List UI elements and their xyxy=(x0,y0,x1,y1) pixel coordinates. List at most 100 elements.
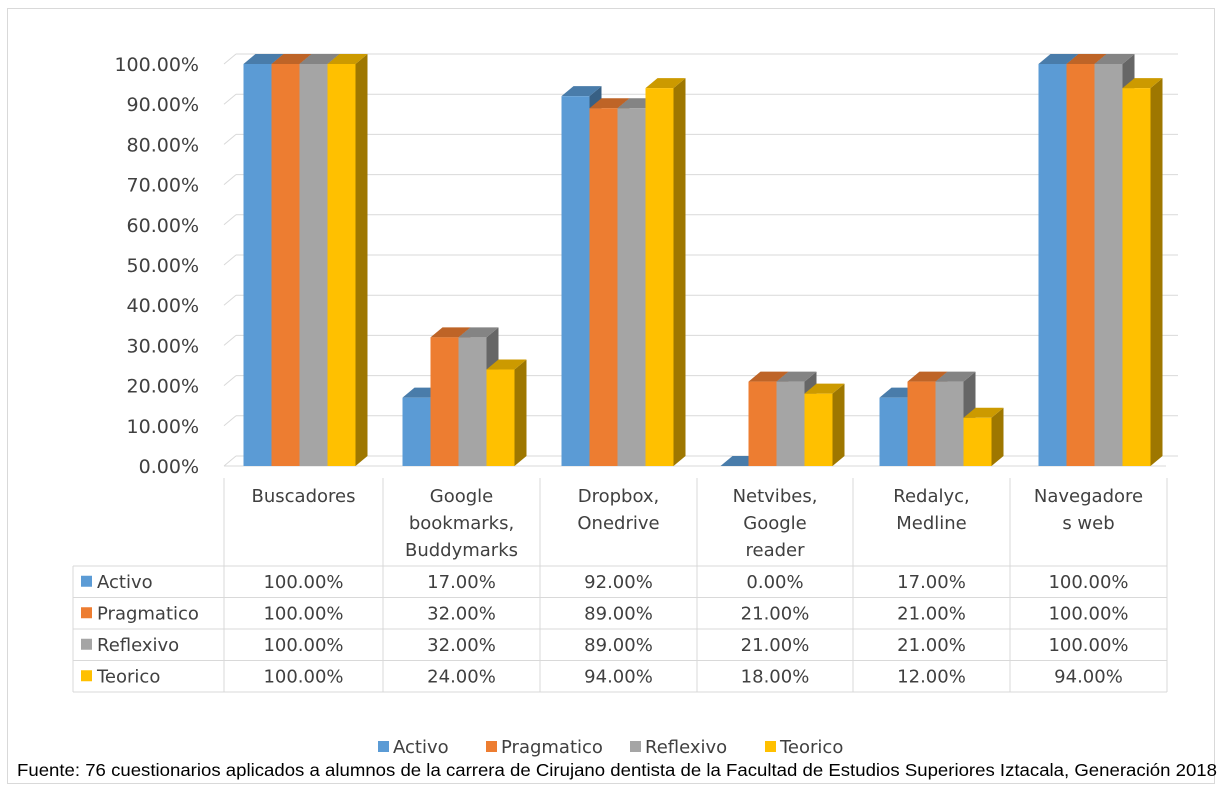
gridline-side xyxy=(223,455,237,467)
bar-top xyxy=(1094,54,1135,64)
bars xyxy=(243,54,1163,467)
category-label: Buscadores xyxy=(252,486,356,507)
bar-top xyxy=(486,359,527,370)
bar-front xyxy=(1066,64,1095,466)
bar-top xyxy=(907,371,948,382)
bar-top xyxy=(748,371,789,382)
chart-frame xyxy=(7,8,1215,784)
bar-top xyxy=(327,54,368,64)
gridline-side xyxy=(223,174,237,185)
bar-front xyxy=(1094,64,1123,466)
data-label: 89.00% xyxy=(584,635,653,656)
bar-side xyxy=(514,359,527,466)
legend-label: Reflexivo xyxy=(645,737,727,758)
bar-top xyxy=(271,54,312,64)
data-label: 92.00% xyxy=(584,572,653,593)
bar-front xyxy=(963,417,992,466)
gridline-side xyxy=(223,53,237,65)
gridline-side xyxy=(223,214,237,226)
row-key-swatch xyxy=(81,670,92,682)
bar-front xyxy=(907,381,936,466)
bar-top xyxy=(804,383,845,394)
data-label: 100.00% xyxy=(1048,603,1128,624)
y-tick-label: 50.00% xyxy=(127,255,199,277)
gridline-side xyxy=(223,415,237,427)
bar-front xyxy=(1038,64,1067,466)
data-label: 17.00% xyxy=(427,572,496,593)
source-caption: Fuente: 76 cuestionarios aplicados a alu… xyxy=(17,760,1217,780)
bar-top xyxy=(776,371,817,382)
bar-front xyxy=(804,393,833,466)
category-label: Medline xyxy=(896,513,967,534)
gridline-side xyxy=(223,134,237,145)
data-label: 100.00% xyxy=(263,666,343,687)
bar-teorico xyxy=(963,407,1004,466)
bar-teorico xyxy=(804,383,845,466)
y-tick-label: 60.00% xyxy=(127,215,199,237)
bar-teorico xyxy=(327,54,368,466)
bar-teorico xyxy=(645,78,686,467)
bar-teorico xyxy=(1122,78,1163,467)
bar-front xyxy=(430,337,459,466)
row-key-swatch xyxy=(81,575,92,587)
gridline-side xyxy=(223,335,237,346)
data-label: 94.00% xyxy=(584,666,653,687)
category-label: Google xyxy=(430,486,493,507)
y-tick-label: 0.00% xyxy=(139,456,199,478)
y-tick-label: 70.00% xyxy=(127,175,199,197)
category-label: Dropbox, xyxy=(578,486,660,507)
legend-swatch xyxy=(765,741,776,752)
data-label: 89.00% xyxy=(584,603,653,624)
bar-top xyxy=(1122,78,1163,89)
category-label: Redalyc, xyxy=(893,486,970,507)
data-label: 12.00% xyxy=(897,666,966,687)
category-label: bookmarks, xyxy=(409,513,514,534)
row-series-name: Teorico xyxy=(96,666,160,687)
row-key-swatch xyxy=(81,607,92,619)
data-table: Buscadores Google bookmarks, Buddymarks Drop… xyxy=(72,478,1168,693)
bar-top xyxy=(1038,54,1079,64)
bar-front xyxy=(561,96,590,466)
gridlines: 0.00% 10.00% 20.00% 30.00% 40.00% 50.00% 60.00… xyxy=(114,53,1178,478)
category-label: Buddymarks xyxy=(405,540,518,561)
data-label: 21.00% xyxy=(897,603,966,624)
bar-side xyxy=(832,383,845,466)
bar-top xyxy=(645,78,686,89)
row-series-name: Pragmatico xyxy=(97,603,199,624)
bar-side xyxy=(355,54,368,466)
category-label: Google xyxy=(743,513,806,534)
bar-teorico xyxy=(486,359,527,466)
bar-front xyxy=(299,64,328,466)
row-key-swatch xyxy=(81,638,92,650)
data-label: 94.00% xyxy=(1054,666,1123,687)
data-label: 32.00% xyxy=(427,635,496,656)
data-label: 21.00% xyxy=(897,635,966,656)
gridline-side xyxy=(223,375,237,386)
bar-top xyxy=(299,54,340,64)
category-label: Navegadore xyxy=(1034,486,1143,507)
bar-top xyxy=(561,86,602,97)
data-label: 100.00% xyxy=(1048,572,1128,593)
data-label: 21.00% xyxy=(741,635,810,656)
data-label: 100.00% xyxy=(1048,635,1128,656)
bar-side xyxy=(673,78,686,467)
y-tick-label: 80.00% xyxy=(127,134,199,156)
bar-top xyxy=(1066,54,1107,64)
bar-top xyxy=(458,327,499,338)
category-label: Onedrive xyxy=(577,513,659,534)
bar-side xyxy=(1150,78,1163,467)
bar-front xyxy=(1122,88,1151,467)
bar-side xyxy=(991,407,1004,466)
y-tick-label: 10.00% xyxy=(127,416,199,438)
bar-top xyxy=(243,54,284,64)
legend-label: Pragmatico xyxy=(501,737,603,758)
bar-front xyxy=(879,397,908,466)
legend-label: Activo xyxy=(393,737,449,758)
data-label: 0.00% xyxy=(746,572,803,593)
data-label: 32.00% xyxy=(427,603,496,624)
bar-front xyxy=(327,64,356,466)
bar-front xyxy=(458,337,487,466)
category-label: s web xyxy=(1062,513,1114,534)
bar-front xyxy=(271,64,300,466)
